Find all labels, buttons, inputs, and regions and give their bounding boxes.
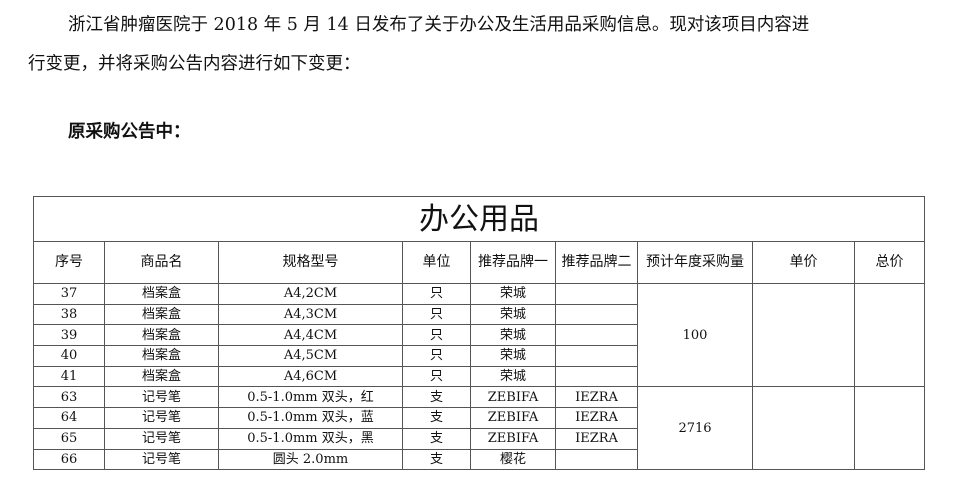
cell-brand-2 bbox=[555, 345, 638, 367]
cell-unit: 支 bbox=[402, 448, 471, 471]
table-row: 63 记号笔 0.5-1.0mm 双头，红支 ZEBIFA IEZRA 2716 bbox=[33, 386, 925, 471]
cell-unit: 支 bbox=[402, 427, 471, 450]
cell-brand-1: 荣城 bbox=[470, 283, 556, 305]
cell-name: 档案盒 bbox=[104, 365, 219, 388]
cell-brand-2 bbox=[555, 283, 638, 305]
cell-brand-2 bbox=[555, 448, 638, 471]
cell-brand-2 bbox=[555, 365, 638, 388]
cell-seq: 63 bbox=[33, 386, 105, 409]
cell-name: 档案盒 bbox=[104, 345, 219, 367]
cell-seq: 65 bbox=[33, 427, 105, 450]
cell-brand-1: 荣城 bbox=[470, 303, 556, 326]
cell-seq: 39 bbox=[33, 324, 105, 347]
cell-spec: 0.5-1.0mm 双头，蓝 bbox=[218, 407, 403, 429]
header-unit-price: 单价 bbox=[752, 241, 855, 284]
cell-seq: 64 bbox=[33, 407, 105, 429]
cell-brand-1: 荣城 bbox=[470, 365, 556, 388]
cell-name: 档案盒 bbox=[104, 303, 219, 326]
cell-brand-1: ZEBIFA bbox=[470, 407, 556, 429]
cell-spec: 0.5-1.0mm 双头，红 bbox=[218, 386, 403, 409]
header-total-price: 总价 bbox=[854, 241, 925, 284]
cell-seq: 38 bbox=[33, 303, 105, 326]
cell-brand-1: ZEBIFA bbox=[470, 427, 556, 450]
header-annual-qty: 预计年度采购量 bbox=[637, 241, 753, 284]
cell-brand-1: 樱花 bbox=[470, 448, 556, 471]
cell-brand-1: 荣城 bbox=[470, 345, 556, 367]
cell-spec: 0.5-1.0mm 双头，黑 bbox=[218, 427, 403, 450]
cell-unit: 只 bbox=[402, 365, 471, 388]
cell-brand-2: IEZRA bbox=[555, 386, 638, 409]
cell-spec: A4,2CM bbox=[218, 283, 403, 305]
table-row: 66 记号笔 圆头 2.0mm 支樱花 bbox=[33, 448, 925, 471]
cell-total-price bbox=[854, 386, 925, 471]
cell-unit: 支 bbox=[402, 407, 471, 429]
section-heading: 原采购公告中： bbox=[68, 122, 191, 142]
office-supplies-table: 办公用品 序号 商品名 规格型号 单位 推荐品牌一 推荐品牌二 预计年度采购量 单价 总价 37… bbox=[33, 196, 925, 471]
cell-unit-price bbox=[752, 282, 855, 388]
cell-unit: 只 bbox=[402, 345, 471, 367]
cell-spec: A4,5CM bbox=[218, 345, 403, 367]
header-name: 商品名 bbox=[104, 241, 219, 284]
cell-spec: A4,6CM bbox=[218, 365, 403, 388]
header-spec: 规格型号 bbox=[218, 241, 403, 284]
cell-spec: A4,4CM bbox=[218, 324, 403, 347]
header-seq: 序号 bbox=[33, 241, 105, 284]
cell-seq: 41 bbox=[33, 365, 105, 388]
cell-brand-1: ZEBIFA bbox=[470, 386, 556, 409]
table-row: 37 档案盒 A4,2CM 只荣城 100 bbox=[33, 282, 925, 388]
cell-unit-price bbox=[752, 386, 855, 471]
cell-seq: 66 bbox=[33, 448, 105, 471]
cell-unit: 只 bbox=[402, 324, 471, 347]
table-title: 办公用品 bbox=[33, 196, 925, 242]
cell-annual-qty: 2716 bbox=[637, 386, 753, 471]
cell-name: 记号笔 bbox=[104, 427, 219, 450]
cell-brand-2: IEZRA bbox=[555, 427, 638, 450]
cell-name: 记号笔 bbox=[104, 407, 219, 429]
cell-seq: 40 bbox=[33, 345, 105, 367]
cell-total-price bbox=[854, 282, 925, 388]
table-row: 41 档案盒 A4,6CM 只荣城 bbox=[33, 365, 925, 388]
cell-name: 档案盒 bbox=[104, 283, 219, 305]
header-brand-2: 推荐品牌二 bbox=[555, 241, 638, 284]
cell-brand-1: 荣城 bbox=[470, 324, 556, 347]
intro-line-2: 行变更，并将采购公告内容进行如下变更： bbox=[28, 54, 361, 74]
cell-name: 记号笔 bbox=[104, 448, 219, 471]
header-unit: 单位 bbox=[402, 241, 471, 284]
header-brand-1: 推荐品牌一 bbox=[470, 241, 556, 284]
cell-annual-qty: 100 bbox=[637, 282, 753, 388]
table-row: 40 档案盒 A4,5CM 只荣城 bbox=[33, 345, 925, 367]
cell-spec: 圆头 2.0mm bbox=[218, 448, 403, 471]
cell-name: 记号笔 bbox=[104, 386, 219, 409]
cell-name: 档案盒 bbox=[104, 324, 219, 347]
cell-brand-2 bbox=[555, 324, 638, 347]
intro-line-1: 浙江省肿瘤医院于 2018 年 5 月 14 日发布了关于办公及生活用品采购信息… bbox=[68, 15, 810, 35]
table-row: 64 记号笔 0.5-1.0mm 双头，蓝支 ZEBIFA IEZRA bbox=[33, 407, 925, 429]
cell-unit: 只 bbox=[402, 283, 471, 305]
cell-unit: 只 bbox=[402, 303, 471, 326]
cell-brand-2 bbox=[555, 303, 638, 326]
cell-spec: A4,3CM bbox=[218, 303, 403, 326]
cell-seq: 37 bbox=[33, 283, 105, 305]
cell-brand-2: IEZRA bbox=[555, 407, 638, 429]
cell-unit: 支 bbox=[402, 386, 471, 409]
